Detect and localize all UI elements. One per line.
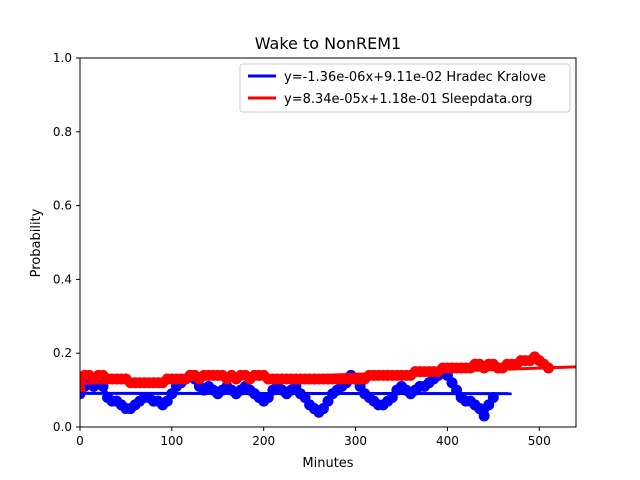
y-tick-label: 0.4 [53, 272, 72, 286]
x-tick-label: 300 [344, 434, 367, 448]
legend: y=-1.36e-06x+9.11e-02 Hradec Kralove y=8… [239, 63, 571, 113]
legend-box [239, 63, 571, 113]
x-axis-label: Minutes [302, 456, 353, 471]
y-tick-label: 0.2 [53, 346, 72, 360]
x-tick-label: 0 [76, 434, 84, 448]
x-tick-label: 400 [436, 434, 459, 448]
chart-title: Wake to NonREM1 [255, 34, 401, 53]
y-tick-label: 0.0 [53, 420, 72, 434]
legend-label-sleepdata-org: y=8.34e-05x+1.18e-01 Sleepdata.org [284, 92, 533, 107]
trend-line-sleepdata-org [80, 365, 576, 385]
y-axis: 0.0 0.2 0.4 0.6 0.8 1.0 [53, 51, 80, 434]
data-point-hradec-kralove [478, 410, 490, 422]
y-tick-label: 0.6 [53, 199, 72, 213]
y-axis-label: Probability [29, 208, 44, 277]
x-tick-label: 500 [528, 434, 551, 448]
plot-area [80, 351, 576, 422]
axes-frame [79, 57, 577, 428]
y-tick-label: 1.0 [53, 51, 72, 65]
x-axis: 0 100 200 300 400 500 [76, 427, 551, 448]
x-tick-label: 100 [160, 434, 183, 448]
y-tick-label: 0.8 [53, 125, 72, 139]
legend-label-hradec-kralove: y=-1.36e-06x+9.11e-02 Hradec Kralove [284, 70, 546, 85]
x-tick-label: 200 [252, 434, 275, 448]
